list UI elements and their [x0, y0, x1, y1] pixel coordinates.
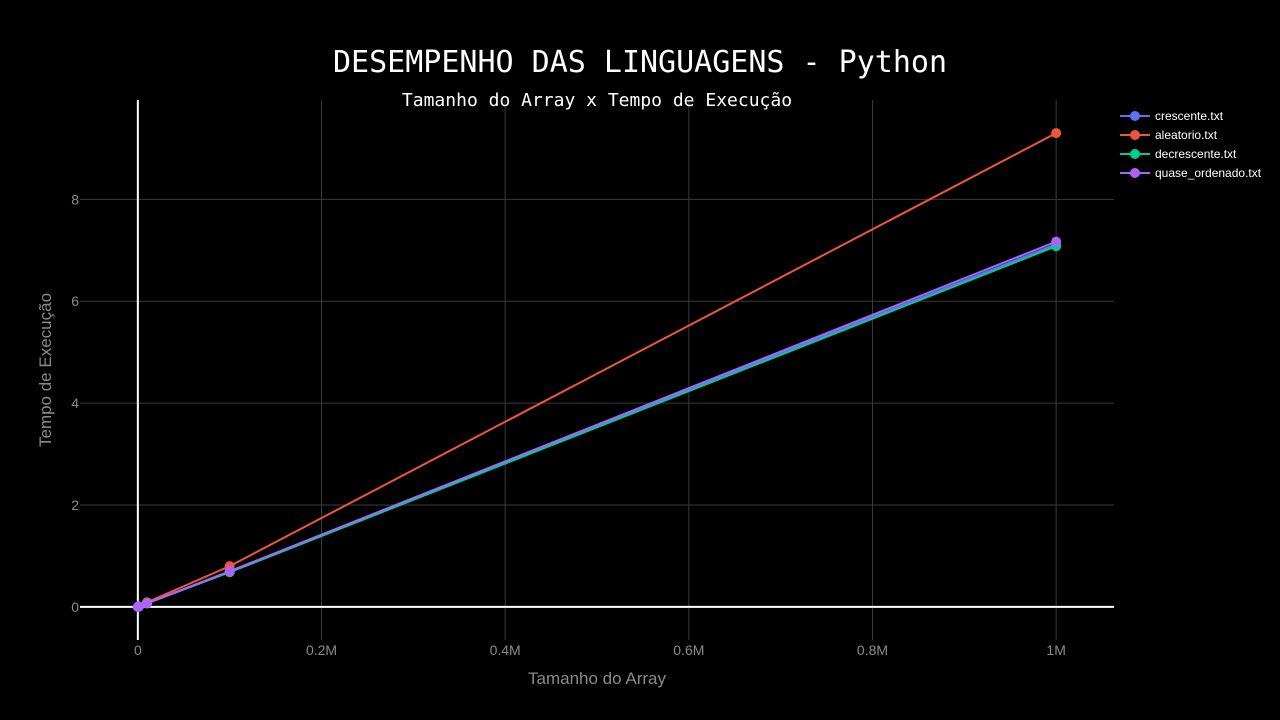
- legend-item[interactable]: decrescente.txt: [1120, 147, 1237, 161]
- x-tick-label: 1M: [1046, 642, 1065, 658]
- y-tick-label: 8: [71, 191, 79, 207]
- data-point[interactable]: [142, 598, 153, 609]
- x-axis-label: Tamanho do Array: [528, 669, 666, 688]
- data-point[interactable]: [224, 566, 235, 577]
- legend-swatch-marker: [1130, 168, 1140, 178]
- x-tick-label: 0.2M: [306, 642, 337, 658]
- chart-title: DESEMPENHO DAS LINGUAGENS - Python: [333, 45, 947, 80]
- x-tick-label: 0.4M: [490, 642, 521, 658]
- legend[interactable]: crescente.txt aleatorio.txt decrescente.tx…: [1120, 109, 1262, 180]
- series-layer: [132, 128, 1062, 612]
- legend-item[interactable]: crescente.txt: [1120, 109, 1224, 123]
- x-tick-label: 0.6M: [673, 642, 704, 658]
- y-tick-label: 6: [71, 293, 79, 309]
- series-quase_ordenado.txt: [132, 236, 1062, 612]
- legend-label: decrescente.txt: [1155, 147, 1237, 161]
- legend-swatch-marker: [1130, 130, 1140, 140]
- x-tick-label: 0.8M: [857, 642, 888, 658]
- y-axis-label: Tempo de Execução: [36, 293, 55, 447]
- grid: [80, 100, 1114, 640]
- legend-label: quase_ordenado.txt: [1155, 166, 1262, 180]
- data-point[interactable]: [1051, 128, 1062, 139]
- y-tick-label: 2: [71, 497, 79, 513]
- legend-swatch-marker: [1130, 111, 1140, 121]
- y-tick-label: 4: [71, 395, 79, 411]
- data-point[interactable]: [133, 601, 144, 612]
- data-point[interactable]: [1051, 236, 1062, 247]
- y-tick-label: 0: [71, 599, 79, 615]
- chart-subtitle: Tamanho do Array x Tempo de Execução: [402, 90, 792, 111]
- legend-item[interactable]: aleatorio.txt: [1120, 128, 1218, 142]
- x-tick-label: 0: [134, 642, 142, 658]
- axes: [80, 100, 1114, 640]
- legend-label: crescente.txt: [1155, 109, 1224, 123]
- tick-labels: 0 0.2M 0.4M 0.6M 0.8M 1M 0 2 4 6 8: [71, 191, 1066, 658]
- legend-swatch-marker: [1130, 149, 1140, 159]
- legend-label: aleatorio.txt: [1155, 128, 1218, 142]
- legend-item[interactable]: quase_ordenado.txt: [1120, 166, 1262, 180]
